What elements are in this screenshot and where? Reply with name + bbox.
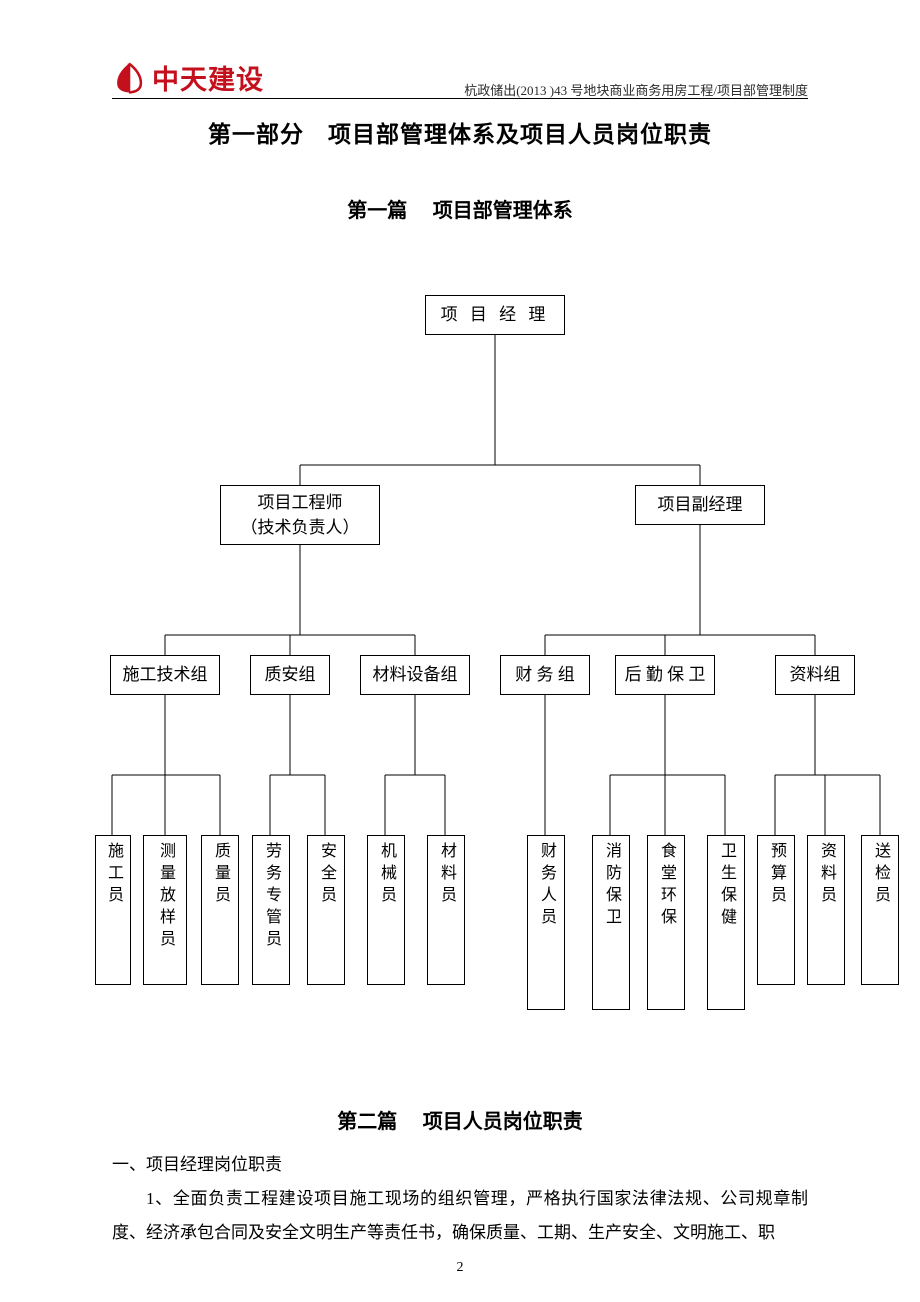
leaf-11: 预算员 — [757, 835, 795, 985]
section-1-title: 第一篇 项目部管理体系 — [0, 194, 920, 223]
logo-icon — [112, 61, 146, 95]
subheading-1: 一、项目经理岗位职责 — [112, 1148, 808, 1182]
leaf-13: 送检员 — [861, 835, 899, 985]
node-l3-3: 财 务 组 — [500, 655, 590, 695]
node-l3-4: 后 勤 保 卫 — [615, 655, 715, 695]
page-number: 2 — [0, 1260, 920, 1276]
leaf-4: 安全员 — [307, 835, 345, 985]
header-divider — [112, 98, 808, 99]
leaf-10: 卫生保健 — [707, 835, 745, 1010]
node-l2-1: 项目副经理 — [635, 485, 765, 525]
leaf-7: 财务人员 — [527, 835, 565, 1010]
node-l3-5: 资料组 — [775, 655, 855, 695]
brand-logo: 中天建设 — [112, 58, 264, 97]
leaf-8: 消防保卫 — [592, 835, 630, 1010]
paragraph-1: 1、全面负责工程建设项目施工现场的组织管理，严格执行国家法律法规、公司规章制度、… — [112, 1182, 808, 1250]
node-l3-0: 施工技术组 — [110, 655, 220, 695]
brand-name: 中天建设 — [152, 58, 264, 97]
leaf-5: 机械员 — [367, 835, 405, 985]
leaf-0: 施工员 — [95, 835, 131, 985]
leaf-1: 测量放样员 — [143, 835, 187, 985]
leaf-3: 劳务专管员 — [252, 835, 290, 985]
node-l3-1: 质安组 — [250, 655, 330, 695]
org-chart: 项 目 经 理 项目工程师 （技术负责人） 项目副经理 施工技术组 质安组 材料… — [95, 290, 895, 1030]
leaf-6: 材料员 — [427, 835, 465, 985]
leaf-12: 资料员 — [807, 835, 845, 985]
node-l2-0: 项目工程师 （技术负责人） — [220, 485, 380, 545]
node-l3-2: 材料设备组 — [360, 655, 470, 695]
node-root: 项 目 经 理 — [425, 295, 565, 335]
leaf-2: 质量员 — [201, 835, 239, 985]
header-path: 杭政储出(2013 )43 号地块商业商务用房工程/项目部管理制度 — [464, 80, 808, 99]
section-2-title: 第二篇 项目人员岗位职责 — [0, 1105, 920, 1134]
leaf-9: 食堂环保 — [647, 835, 685, 1010]
part-title: 第一部分 项目部管理体系及项目人员岗位职责 — [0, 115, 920, 149]
